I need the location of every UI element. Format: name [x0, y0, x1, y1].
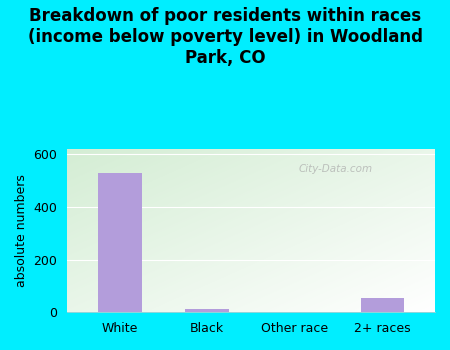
Bar: [185, 309, 229, 312]
Text: Breakdown of poor residents within races
(income below poverty level) in Woodlan: Breakdown of poor residents within races…: [27, 7, 423, 66]
Text: City-Data.com: City-Data.com: [299, 164, 373, 174]
Bar: [360, 298, 405, 312]
Y-axis label: absolute numbers: absolute numbers: [15, 174, 28, 287]
Bar: [98, 173, 142, 312]
